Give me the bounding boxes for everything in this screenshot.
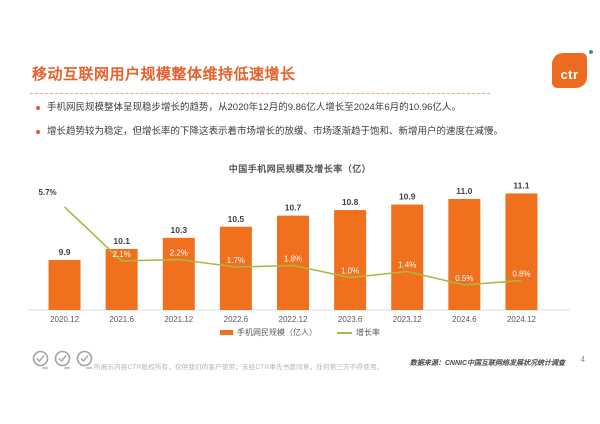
growth-rate-line [64,206,522,286]
bullet-item: 手机网民规模整体呈现稳步增长的趋势，从2020年12月的9.86亿人增长至202… [36,101,574,115]
certification-logos [32,350,93,370]
bullet-text: 增长趋势较为稳定，但增长率的下降这表示着市场增长的放缓、市场逐渐趋于饱和、新增用… [47,125,504,137]
x-axis-tick-label: 2024.12 [507,315,536,324]
bullet-list: 手机网民规模整体呈现稳步增长的趋势，从2020年12月的9.86亿人增长至202… [36,101,574,149]
bar-2023.6 [334,210,367,310]
x-axis-tick-label: 2020.12 [50,315,79,324]
x-axis-tick-label: 2022.12 [279,315,308,324]
chart-legend: 手机网民规模（亿人） 增长率 [0,327,600,338]
x-axis-tick-label: 2021.6 [109,315,134,324]
bar-2023.12 [391,204,424,310]
growth-rate-label: 2.2% [170,249,188,258]
legend-item-bar: 手机网民规模（亿人） [220,327,317,338]
bar-value-label: 10.3 [171,225,188,235]
growth-rate-label: 5.7% [38,188,56,197]
x-axis-tick-label: 2022.6 [224,315,249,324]
growth-rate-label: 0.5% [455,274,473,283]
legend-line-swatch [337,331,352,334]
bullet-dot [36,106,40,110]
ctr-logo-dot [589,50,593,54]
bullet-text: 手机网民规模整体呈现稳步增长的趋势，从2020年12月的9.86亿人增长至202… [47,102,461,113]
x-axis-tick-label: 2021.12 [164,315,193,324]
x-axis-tick-label: 2023.12 [393,315,422,324]
bar-2020.12 [48,260,81,310]
data-source-note: 数据来源：CNNIC中国互联网络发展状况统计调查 [409,360,565,367]
chart-canvas: 9.9 10.1 10.3 10.5 10.7 10.8 10.9 11.0 11.1 5.7% 2… [28,180,570,324]
legend-line-label: 增长率 [356,328,380,337]
bar-2022.6 [219,226,252,310]
legend-bar-swatch [220,330,233,335]
title-underline [30,93,490,94]
bar-value-label: 9.9 [59,247,71,257]
page-number: 4 [580,355,585,364]
ctr-logo-text: ctr [560,67,579,82]
growth-rate-label: 0.8% [512,270,530,279]
certification-logo-icon [76,350,93,369]
x-axis-tick-label: 2024.6 [452,315,477,324]
growth-rate-label: 2.1% [113,250,131,259]
bar-2021.12 [162,237,195,310]
bar-value-label: 11.1 [513,180,529,190]
bar-2024.12 [505,193,538,310]
bar-2022.12 [277,215,309,310]
growth-rate-label: 1.8% [284,255,302,264]
chart-title: 中国手机网民规模及增长率（亿） [228,164,372,174]
bar-value-label: 10.1 [113,236,130,246]
bar-value-label: 10.7 [285,203,302,213]
legend-bar-label: 手机网民规模（亿人） [237,328,317,337]
bullet-dot [36,129,40,134]
bullet-item: 增长趋势较为稳定，但增长率的下降这表示着市场增长的放缓、市场逐渐趋于饱和、新增用… [36,125,574,139]
page-title: 移动互联网用户规模整体维持低速增长 [32,66,296,83]
bar-2021.6 [105,248,138,310]
growth-rate-label: 1.4% [398,261,416,270]
growth-rate-label: 1.0% [341,267,359,276]
bar-value-label: 11.0 [456,186,472,196]
legend-item-line: 增长率 [337,327,380,338]
certification-logo-icon [32,350,49,369]
bar-value-label: 10.5 [228,214,245,224]
certification-logo-icon [54,350,71,369]
bar-value-label: 10.8 [342,197,359,207]
copyright-disclaimer: 所展示内容CTR版权所有，仅供我们的客户使用；未经CTR事先书面同意，任何第三方… [94,364,384,371]
growth-rate-label: 1.7% [227,256,245,265]
ctr-logo: ctr [552,53,587,88]
bar-2024.6 [448,199,481,310]
bar-value-label: 10.9 [399,192,416,202]
x-axis-tick-label: 2023.6 [338,315,363,324]
